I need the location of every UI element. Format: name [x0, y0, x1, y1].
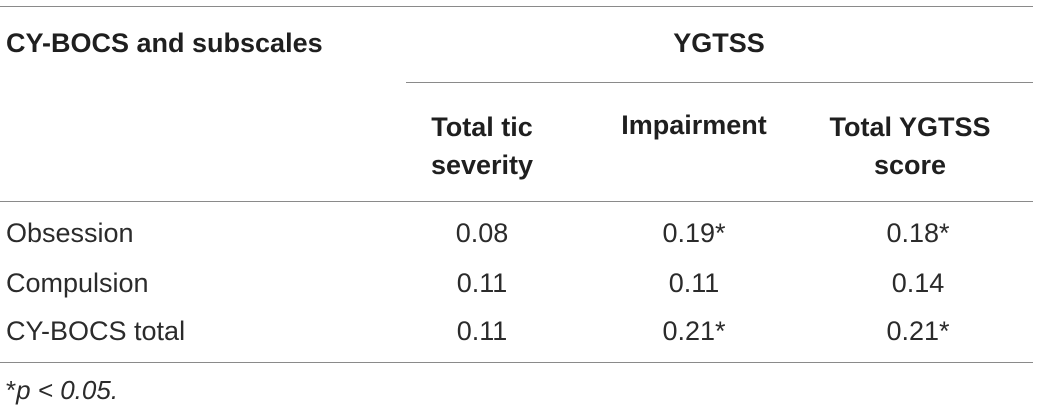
row-label-cy-bocs-total: CY-BOCS total — [6, 316, 186, 346]
column-header-line: Total YGTSS — [829, 112, 991, 142]
column-header-impairment: Impairment — [621, 108, 767, 142]
group-header-rule — [406, 82, 1033, 83]
stub-header: CY-BOCS and subscales — [6, 28, 323, 58]
column-header-total-ygtss-score: Total YGTSS score — [829, 108, 990, 184]
table-cell: 0.11 — [668, 268, 720, 298]
column-header-line: Impairment — [621, 110, 767, 140]
column-header-total-tic-severity: Total tic severity — [431, 108, 533, 184]
table-cell: 0.11 — [456, 268, 508, 298]
row-label-obsession: Obsession — [6, 218, 134, 248]
row-label-compulsion: Compulsion — [6, 268, 149, 298]
table-cell: 0.21* — [662, 316, 726, 346]
table-cell: 0.21* — [886, 316, 950, 346]
group-header: YGTSS — [673, 28, 765, 58]
table-cell: 0.18* — [886, 218, 950, 248]
column-header-line: score — [873, 150, 947, 180]
column-header-line: severity — [430, 150, 534, 180]
table-bottom-rule — [0, 362, 1033, 363]
footnote-marker: * — [6, 375, 17, 405]
header-bottom-rule — [0, 201, 1033, 202]
column-header-line: Total tic — [431, 112, 533, 142]
table-cell: 0.19* — [662, 218, 726, 248]
table-top-rule — [0, 6, 1033, 7]
table-cell: 0.11 — [456, 316, 508, 346]
table-cell: 0.08 — [455, 218, 509, 248]
table-cell: 0.14 — [891, 268, 945, 298]
footnote-text: p < 0.05. — [16, 375, 119, 405]
table-footnote: *p < 0.05. — [6, 374, 118, 406]
